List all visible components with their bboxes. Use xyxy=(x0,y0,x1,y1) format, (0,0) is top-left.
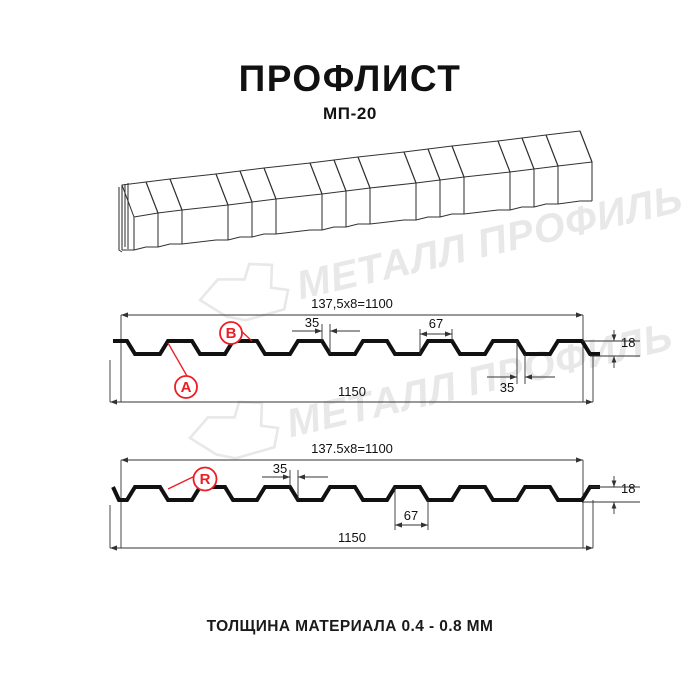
watermark-logo-icon-lower xyxy=(188,400,280,460)
dim-label-top-overall: 137,5x8=1100 xyxy=(311,296,393,311)
marker-b: B xyxy=(219,321,253,345)
dim-label-height-18-r: 18 xyxy=(621,481,635,496)
dim-width-35-top xyxy=(292,324,360,354)
dim-bottom-overall xyxy=(109,355,594,405)
marker-r-label: R xyxy=(200,471,211,488)
page-subtitle: МП-20 xyxy=(323,104,377,123)
marker-a: A xyxy=(167,342,198,399)
dim-width-67 xyxy=(419,329,453,354)
dim-label-width-67: 67 xyxy=(429,316,443,331)
dim-width-35-top-r xyxy=(262,470,328,500)
dim-label-width-35-top-r: 35 xyxy=(273,461,287,476)
dim-top-overall-r xyxy=(120,457,584,548)
dim-height-18 xyxy=(582,330,640,368)
profile-outline-a xyxy=(113,339,600,356)
dim-width-35-bottom xyxy=(487,341,555,384)
dim-label-bottom-overall-r: 1150 xyxy=(338,530,366,545)
dim-bottom-overall-r xyxy=(109,500,594,551)
dim-label-width-67-r: 67 xyxy=(404,508,418,523)
marker-b-label: B xyxy=(226,325,237,342)
watermark-logo-icon xyxy=(198,262,290,322)
dim-label-width-35-bottom: 35 xyxy=(500,380,514,395)
page-title: ПРОФЛИСТ xyxy=(238,58,462,99)
dim-label-height-18: 18 xyxy=(621,335,635,350)
profile-outline-r xyxy=(111,485,600,502)
dim-label-top-overall-r: 137.5x8=1100 xyxy=(311,441,393,456)
dim-label-bottom-overall: 1150 xyxy=(338,384,366,399)
dim-width-67-r xyxy=(394,487,429,530)
marker-r: R xyxy=(167,466,218,492)
isometric-sheet xyxy=(118,130,593,253)
material-thickness-note: ТОЛЩИНА МАТЕРИАЛА 0.4 - 0.8 ММ xyxy=(206,618,494,635)
dim-height-18-r xyxy=(582,476,640,514)
marker-a-label: A xyxy=(181,379,192,396)
dim-top-overall xyxy=(120,312,584,402)
dim-label-width-35-top: 35 xyxy=(305,315,319,330)
